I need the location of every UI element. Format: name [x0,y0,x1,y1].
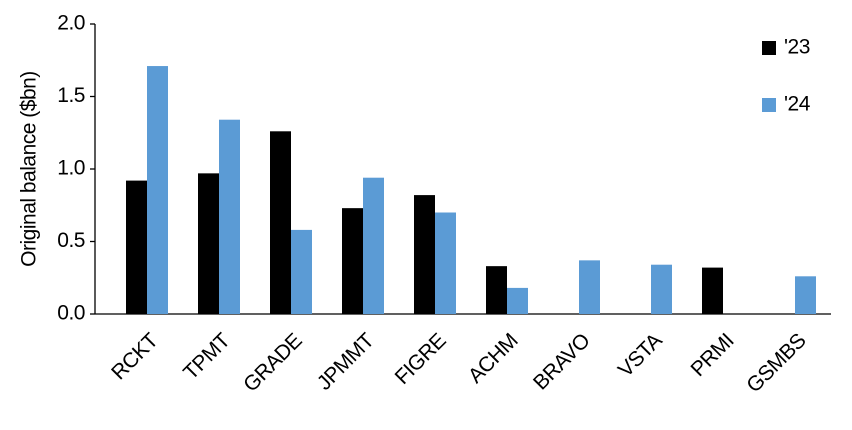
x-tick-label: BRAVO [529,329,594,394]
x-tick-label: JPMMT [313,329,379,395]
x-tick-label: VSTA [614,329,667,382]
x-tick-label: RCKT [107,329,163,385]
bar [579,260,600,314]
x-tick-label: GRADE [239,329,307,397]
bar [342,208,363,314]
bar [414,195,435,314]
bar [435,212,456,314]
y-axis-label: Original balance ($bn) [18,71,41,267]
y-tick-label: 0.5 [57,229,85,252]
y-tick-label: 2.0 [57,12,85,35]
y-tick-label: 0.0 [57,302,85,325]
x-tick-label: GSMBS [742,329,810,397]
x-tick-label: TPMT [179,329,235,385]
bar [147,66,168,314]
legend-swatch [762,98,776,112]
legend-label: '24 [784,93,811,116]
legend-label: '23 [784,36,810,59]
y-tick-label: 1.0 [57,157,85,180]
bar [702,267,723,314]
bar [270,131,291,314]
bar [651,264,672,314]
x-tick-label: ACHM [464,329,523,388]
bar [126,180,147,314]
bar [363,177,384,314]
y-tick-label: 1.5 [57,84,85,107]
bar [507,287,528,314]
bar [219,119,240,314]
x-tick-label: FIGRE [391,329,451,389]
legend-swatch [762,41,776,55]
bar [198,173,219,314]
bar [486,266,507,314]
x-tick-label: PRMI [686,329,738,381]
bar [795,276,816,314]
bar [291,229,312,314]
